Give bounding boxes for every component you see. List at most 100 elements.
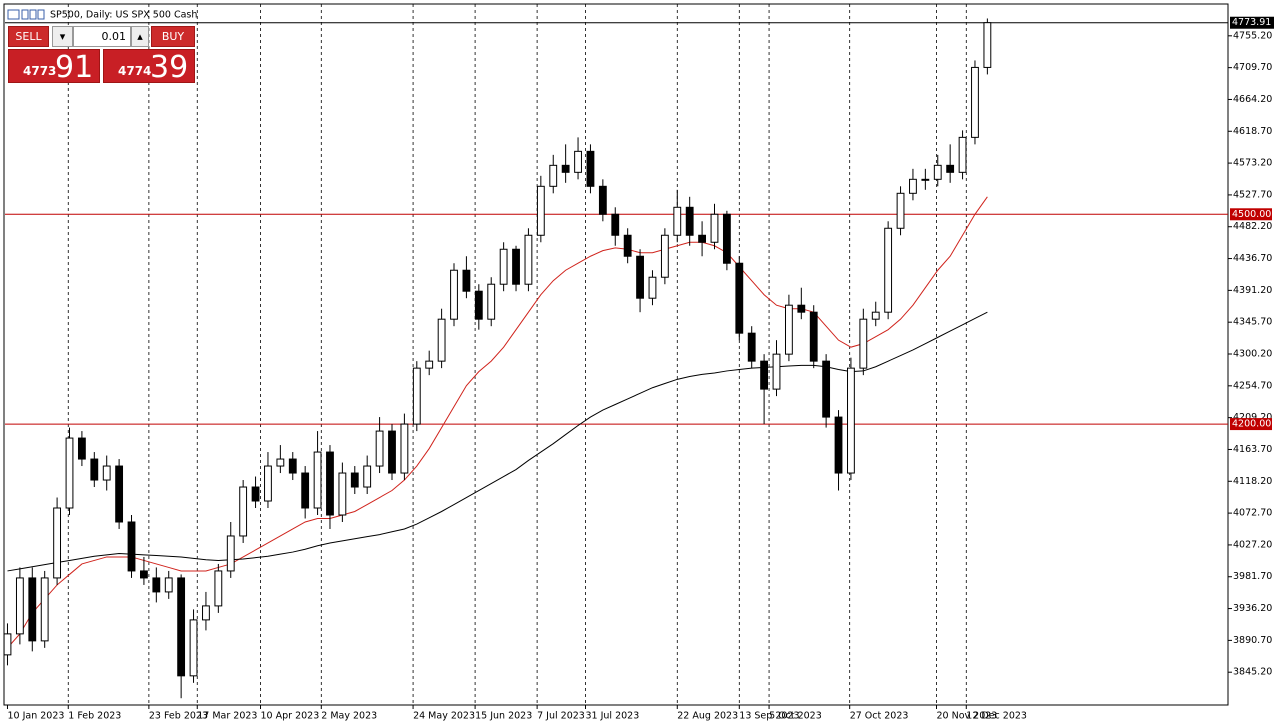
candle-body	[648, 276, 657, 299]
y-tick-label: 3890.70	[1233, 635, 1272, 646]
x-tick-label: 24 May 2023	[413, 711, 475, 722]
candle-body	[933, 164, 942, 180]
candle-body	[388, 430, 396, 474]
x-tick-label: 2 May 2023	[321, 711, 377, 722]
level-label-box	[1230, 418, 1272, 431]
level-label-box	[1230, 208, 1272, 221]
candle-body	[90, 458, 99, 481]
candle-body	[512, 248, 520, 285]
candle-body	[698, 234, 706, 243]
candle-body	[611, 213, 620, 236]
candle-body	[909, 178, 917, 194]
y-tick-label: 4345.70	[1233, 317, 1272, 328]
x-tick-label: 12 Dec 2023	[966, 711, 1027, 722]
candle-body	[301, 472, 310, 509]
candle-body	[65, 437, 74, 509]
candle-body	[115, 465, 124, 523]
volume-up[interactable]: ▴	[131, 26, 149, 47]
candle-body	[549, 164, 558, 187]
x-tick-label: 17 Mar 2023	[197, 711, 257, 722]
candle-body	[202, 605, 210, 621]
candle-body	[338, 472, 347, 516]
level-label: 4500.00	[1232, 209, 1271, 220]
x-tick-label: 23 Feb 2023	[149, 711, 208, 722]
candle-body	[3, 633, 12, 656]
candle-body	[636, 255, 644, 299]
y-tick-label: 3845.20	[1233, 667, 1272, 678]
candle-body	[822, 360, 831, 418]
bid-price[interactable]: 4773 91	[8, 49, 100, 85]
candle-body	[760, 360, 769, 390]
candle-body	[313, 451, 322, 509]
candle-body	[834, 416, 843, 474]
last-price-label: 4773.91	[1232, 17, 1271, 28]
candle-body	[574, 150, 582, 173]
candle-body	[177, 577, 186, 677]
candle-body	[350, 472, 359, 488]
volume-field[interactable]: 0.01	[73, 26, 131, 47]
candle-body	[226, 535, 235, 572]
candle-body	[140, 570, 148, 579]
x-tick-label: 1 Feb 2023	[68, 711, 121, 722]
candle-body	[400, 423, 409, 474]
candle-body	[412, 367, 421, 425]
candle-body	[450, 269, 458, 320]
trade-panel: SELL ▾ 0.01 ▴ BUY 4773 91 4774 39	[8, 26, 195, 85]
chart-title: SP500, Daily: US SPX 500 Cash	[50, 10, 197, 21]
candle-body	[884, 227, 893, 313]
bid-prefix: 4773	[23, 64, 57, 78]
candle-body	[164, 577, 173, 593]
candle-body	[772, 353, 781, 390]
sell-button[interactable]: SELL	[8, 26, 49, 47]
y-tick-label: 3981.70	[1233, 571, 1272, 582]
candle-body	[474, 290, 483, 320]
last-price-box	[1230, 16, 1274, 29]
candle-body	[499, 248, 508, 285]
ask-pips: 39	[150, 50, 189, 85]
volume-down[interactable]: ▾	[52, 26, 73, 47]
candle-body	[660, 234, 669, 278]
candle-body	[239, 486, 248, 537]
candle-body	[462, 269, 471, 292]
buy-button[interactable]: BUY	[151, 26, 195, 47]
candle-body	[15, 577, 24, 635]
candle-body	[40, 577, 49, 642]
y-tick-label: 4709.70	[1233, 62, 1272, 73]
x-tick-label: 22 Aug 2023	[677, 711, 738, 722]
y-tick-label: 4482.20	[1233, 221, 1272, 232]
candle-body	[871, 311, 880, 320]
candle-body	[214, 570, 223, 607]
y-tick-label: 4209.20	[1233, 412, 1272, 423]
candle-body	[735, 262, 744, 334]
y-tick-label: 4755.20	[1233, 30, 1272, 41]
x-tick-label: 31 Jul 2023	[585, 711, 639, 722]
x-tick-label: 7 Jul 2023	[537, 711, 585, 722]
candle-body	[722, 213, 731, 264]
y-tick-label: 4527.70	[1233, 189, 1272, 200]
y-tick-label: 4573.20	[1233, 158, 1272, 169]
candle-body	[983, 22, 992, 68]
y-tick-label: 4300.20	[1233, 349, 1272, 360]
candle-body	[102, 465, 111, 481]
candle-body	[28, 577, 37, 642]
x-tick-label: 20 Nov 2023	[937, 711, 998, 722]
ask-price[interactable]: 4774 39	[103, 49, 195, 85]
candle-body	[536, 185, 545, 236]
candle-body	[189, 619, 198, 677]
y-tick-label: 3936.20	[1233, 603, 1272, 614]
candle-body	[896, 192, 905, 229]
x-tick-label: 5 Oct 2023	[769, 711, 822, 722]
candle-body	[288, 458, 297, 474]
candle-body	[487, 283, 496, 320]
y-tick-label: 4618.70	[1233, 126, 1272, 137]
x-tick-label: 27 Oct 2023	[850, 711, 909, 722]
y-tick-label: 4027.20	[1233, 539, 1272, 550]
candle-body	[77, 437, 86, 460]
y-tick-label: 4118.20	[1233, 476, 1272, 487]
x-tick-label: 15 Jun 2023	[475, 711, 532, 722]
x-tick-label: 10 Apr 2023	[261, 711, 320, 722]
candle-body	[797, 304, 806, 313]
candle-body	[747, 332, 756, 362]
